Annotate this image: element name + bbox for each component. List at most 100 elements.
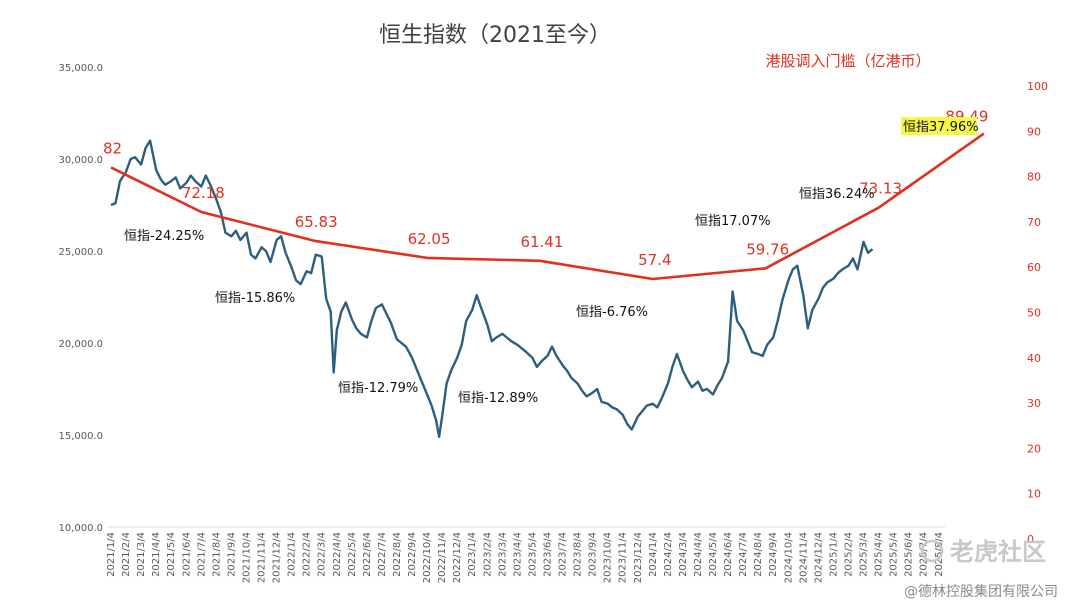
right-tick-label: 80 (1027, 171, 1041, 184)
threshold-data-label: 57.4 (638, 251, 671, 269)
x-tick-label: 2023/5/4 (527, 532, 538, 577)
left-tick-label: 30,000.0 (58, 155, 103, 166)
x-tick-label: 2024/1/4 (648, 532, 659, 577)
annotation-hsi-change: 恒指-12.79% (338, 381, 418, 396)
x-tick-label: 2023/3/4 (497, 532, 508, 577)
x-axis-ticks: 2021/1/4 2021/2/4 2021/3/4 2021/4/4 2021/5/4… (106, 532, 945, 583)
x-tick-label: 2023/4/4 (512, 532, 523, 577)
right-axis-title: 港股调入门槛（亿港币） (765, 52, 930, 70)
threshold-data-label: 59.76 (746, 240, 789, 258)
x-tick-label: 2024/7/4 (738, 532, 749, 577)
left-tick-label: 20,000.0 (58, 339, 103, 350)
x-tick-label: 2024/3/4 (678, 532, 689, 577)
right-tick-label: 70 (1027, 216, 1041, 229)
x-tick-label: 2023/7/4 (558, 532, 569, 577)
right-tick-label: 100 (1027, 80, 1048, 93)
annotation-hsi-change: 恒指-24.25% (124, 229, 204, 244)
x-tick-label: 2025/4/4 (874, 532, 885, 577)
x-tick-label: 2021/3/4 (136, 532, 147, 577)
x-tick-label: 2022/2/4 (302, 532, 313, 577)
x-tick-label: 2021/1/4 (106, 532, 117, 577)
x-tick-label: 2022/9/4 (407, 532, 418, 577)
x-tick-label: 2021/8/4 (211, 532, 222, 577)
x-tick-label: 2022/12/4 (452, 532, 463, 583)
credit-text: @德林控股集团有限公司 (904, 583, 1058, 600)
x-tick-label: 2022/5/4 (347, 532, 358, 577)
right-tick-label: 20 (1027, 442, 1041, 455)
x-tick-label: 2025/5/4 (889, 532, 900, 577)
right-tick-label: 90 (1027, 125, 1041, 138)
x-tick-label: 2025/2/4 (843, 532, 854, 577)
x-tick-label: 2025/7/4 (919, 532, 930, 577)
watermark-text: 老虎社区 (950, 538, 1046, 566)
threshold-data-label: 72.18 (182, 184, 225, 202)
threshold-data-label: 65.83 (295, 213, 338, 231)
x-tick-label: 2023/6/4 (542, 532, 553, 577)
x-tick-label: 2024/11/4 (798, 532, 809, 583)
left-tick-label: 35,000.0 (58, 63, 103, 74)
x-tick-label: 2022/4/4 (332, 532, 343, 577)
x-tick-label: 2021/12/4 (272, 532, 283, 583)
x-tick-label: 2022/10/4 (422, 532, 433, 583)
x-tick-label: 2023/11/4 (618, 532, 629, 583)
x-tick-label: 2022/7/4 (377, 532, 388, 577)
x-tick-label: 2024/10/4 (783, 532, 794, 583)
x-tick-label: 2024/2/4 (663, 532, 674, 577)
x-tick-label: 2024/6/4 (723, 532, 734, 577)
right-tick-label: 30 (1027, 397, 1041, 410)
right-tick-label: 0 (1027, 533, 1034, 546)
x-tick-label: 2022/3/4 (317, 532, 328, 577)
x-tick-label: 2024/4/4 (693, 532, 704, 577)
x-tick-label: 2022/1/4 (287, 532, 298, 577)
x-tick-label: 2024/5/4 (708, 532, 719, 577)
x-tick-label: 2023/10/4 (603, 532, 614, 583)
annotation-hsi-change: 恒指37.96% (903, 120, 979, 135)
series-layer (110, 132, 985, 438)
right-axis-ticks: 0 10 20 30 40 50 60 70 80 90 100 (1027, 80, 1048, 546)
x-tick-label: 2021/10/4 (241, 532, 252, 583)
threshold-data-label: 73.13 (859, 180, 902, 198)
x-tick-label: 2025/3/4 (859, 532, 870, 577)
x-tick-label: 2024/12/4 (813, 532, 824, 583)
left-axis-ticks: 10,000.0 15,000.0 20,000.0 25,000.0 30,000.0… (58, 63, 103, 534)
annotation-hsi-change: 恒指17.07% (695, 214, 771, 229)
right-tick-label: 40 (1027, 352, 1041, 365)
x-tick-label: 2024/9/4 (768, 532, 779, 577)
x-tick-label: 2022/6/4 (362, 532, 373, 577)
right-tick-label: 50 (1027, 307, 1041, 320)
threshold-data-label: 82 (103, 140, 122, 158)
watermark-logo-icon (920, 539, 944, 563)
annotation-hsi-change: 恒指-15.86% (215, 291, 295, 306)
x-tick-label: 2021/9/4 (226, 532, 237, 577)
left-tick-label: 10,000.0 (58, 523, 103, 534)
threshold-data-label: 61.41 (520, 233, 563, 251)
x-tick-label: 2025/6/4 (904, 532, 915, 577)
x-tick-label: 2023/1/4 (467, 532, 478, 577)
annotation-hsi-change: 恒指36.24% (799, 187, 875, 202)
annotation-hsi-change: 恒指-6.76% (576, 305, 648, 320)
threshold-line (110, 132, 985, 281)
x-tick-label: 2022/8/4 (392, 532, 403, 577)
x-tick-label: 2021/7/4 (196, 532, 207, 577)
x-tick-label: 2025/8/4 (934, 532, 945, 577)
x-tick-label: 2021/6/4 (181, 532, 192, 577)
x-tick-label: 2022/11/4 (437, 532, 448, 583)
x-tick-label: 2023/8/4 (573, 532, 584, 577)
highlight-box (901, 117, 977, 135)
right-tick-label: 60 (1027, 261, 1041, 274)
x-tick-label: 2025/1/4 (828, 532, 839, 577)
left-tick-label: 25,000.0 (58, 247, 103, 258)
x-tick-label: 2024/8/4 (753, 532, 764, 577)
threshold-data-label: 62.05 (408, 230, 451, 248)
annotation-hsi-change: 恒指-12.89% (458, 391, 538, 406)
annotations: 恒指-24.25% 恒指-15.86% 恒指-12.79% 恒指-12.89% … (124, 117, 979, 406)
hsi-line (110, 139, 874, 438)
right-tick-label: 10 (1027, 488, 1041, 501)
chart-title: 恒生指数（2021至今） (379, 23, 611, 48)
x-tick-label: 2021/4/4 (151, 532, 162, 577)
x-tick-label: 2021/2/4 (121, 532, 132, 577)
x-tick-label: 2023/12/4 (633, 532, 644, 583)
left-tick-label: 15,000.0 (58, 431, 103, 442)
